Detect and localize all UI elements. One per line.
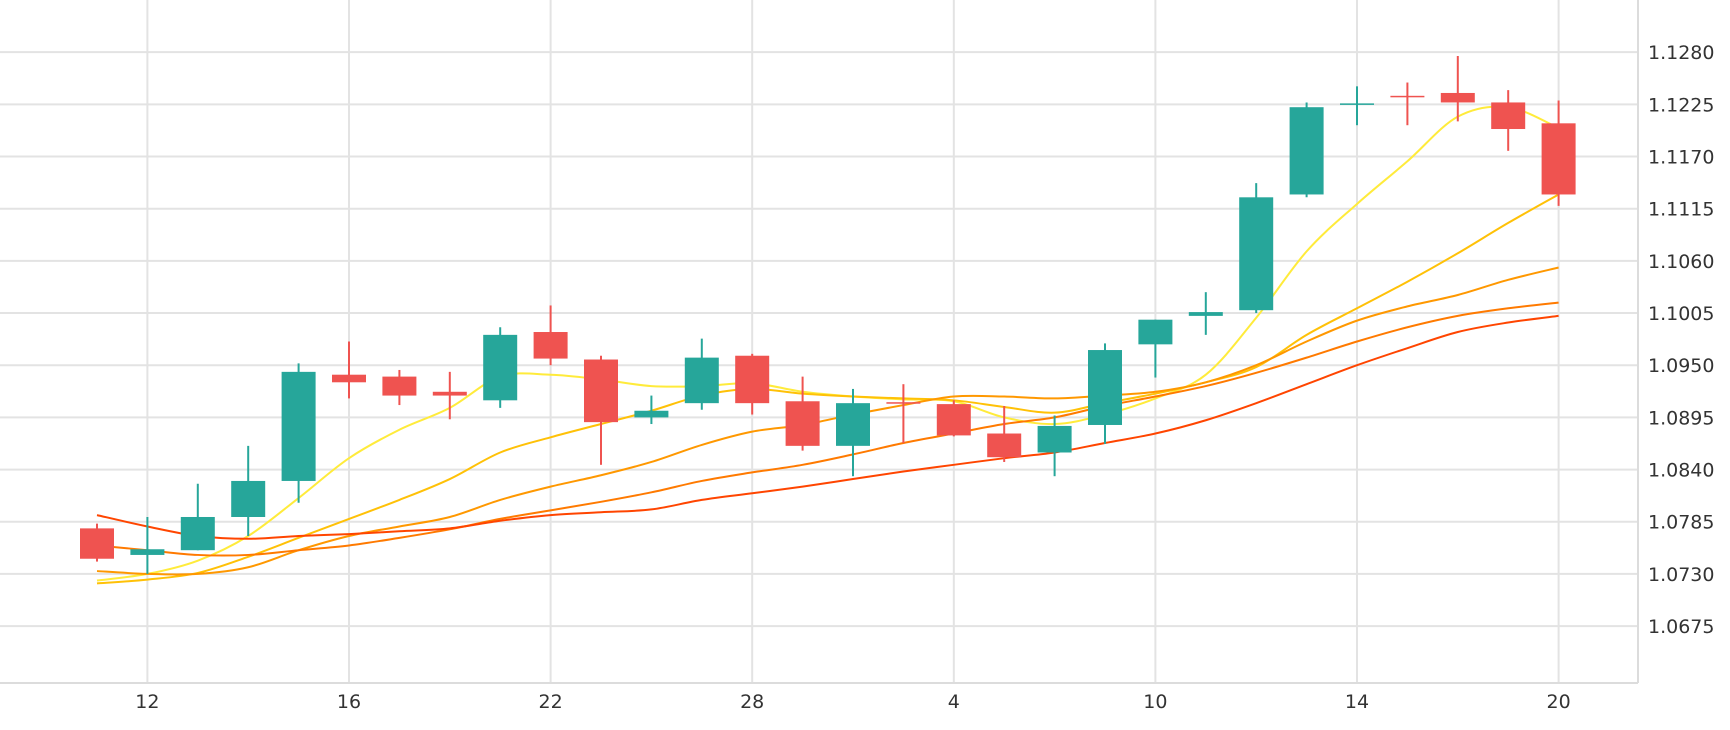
- candle-body: [231, 480, 266, 517]
- price-axis-label: 1.1280: [1648, 42, 1714, 64]
- candle-body: [684, 357, 719, 404]
- price-axis-label: 1.0840: [1648, 460, 1714, 482]
- candle-body: [785, 401, 820, 446]
- candle-down: [1491, 90, 1526, 151]
- candle-down: [1440, 55, 1475, 122]
- moving-average-line-1: [96, 105, 1559, 582]
- candle-body: [130, 549, 165, 555]
- price-axis-label: 1.0950: [1648, 355, 1714, 377]
- candle-body: [1440, 92, 1475, 103]
- candle-up: [1188, 292, 1223, 335]
- candle-body: [1138, 319, 1173, 345]
- candle-body: [1088, 350, 1122, 425]
- candle-down: [886, 384, 921, 444]
- candle-body: [634, 410, 669, 418]
- time-axis-labels: 12 16 22 28 4 10 14 20: [135, 691, 1570, 713]
- candles: [80, 55, 1576, 574]
- candle-body: [1037, 425, 1072, 453]
- candle-body: [281, 371, 316, 481]
- candle-up: [1340, 86, 1374, 126]
- candle-down: [80, 523, 114, 562]
- time-axis-label: 16: [337, 691, 361, 713]
- price-axis-label: 1.1060: [1648, 251, 1714, 273]
- candle-body: [432, 391, 467, 396]
- candle-body: [332, 374, 366, 383]
- candle-up: [281, 363, 316, 503]
- price-axis-label: 1.1225: [1648, 94, 1714, 116]
- candle-up: [1289, 102, 1324, 198]
- candle-down: [533, 305, 568, 366]
- time-axis-label: 10: [1143, 691, 1167, 713]
- price-axis-label: 1.0785: [1648, 512, 1714, 534]
- candle-up: [483, 327, 518, 408]
- time-axis-label: 28: [740, 691, 764, 713]
- price-axis-label: 1.0730: [1648, 564, 1714, 586]
- candle-body: [1390, 95, 1425, 98]
- candle-up: [634, 395, 669, 425]
- candle-body: [936, 404, 971, 436]
- candle-up: [1138, 319, 1173, 378]
- candle-body: [836, 403, 870, 446]
- candle-down: [432, 371, 467, 420]
- time-axis-label: 14: [1345, 691, 1369, 713]
- candle-up: [130, 516, 165, 574]
- moving-average-line-5: [96, 314, 1559, 540]
- candle-up: [1037, 415, 1072, 477]
- candle-down: [332, 341, 366, 399]
- moving-averages: [96, 105, 1560, 585]
- candle-body: [1289, 107, 1324, 195]
- candle-body: [987, 433, 1022, 458]
- candle-down: [1390, 82, 1425, 126]
- grid: [0, 0, 1638, 683]
- candle-down: [785, 376, 820, 451]
- price-axis-label: 1.1170: [1648, 147, 1714, 169]
- candle-down: [584, 355, 618, 465]
- candle-body: [80, 528, 114, 559]
- price-axis-label: 1.1005: [1648, 303, 1714, 325]
- time-axis-label: 4: [948, 691, 960, 713]
- candle-body: [1188, 312, 1223, 316]
- candle-down: [936, 400, 971, 437]
- time-axis-label: 20: [1547, 691, 1571, 713]
- candle-down: [382, 369, 417, 406]
- candle-body: [1541, 123, 1576, 195]
- candle-body: [533, 332, 568, 359]
- candle-down: [735, 353, 770, 415]
- price-axis-label: 1.1115: [1648, 199, 1714, 221]
- candle-up: [1088, 343, 1122, 444]
- candle-down: [987, 406, 1022, 462]
- candle-body: [1340, 103, 1374, 105]
- moving-average-line-2: [96, 193, 1560, 585]
- candle-up: [180, 483, 215, 551]
- candle-body: [886, 402, 921, 404]
- candle-body: [483, 334, 518, 401]
- time-axis-label: 22: [539, 691, 563, 713]
- candle-body: [180, 516, 215, 551]
- candle-body: [1239, 197, 1274, 311]
- time-axis-label: 12: [135, 691, 159, 713]
- candle-body: [735, 355, 770, 404]
- candle-down: [1541, 100, 1576, 206]
- candle-up: [1239, 183, 1274, 314]
- moving-average-line-3: [96, 266, 1559, 576]
- candle-up: [684, 338, 719, 410]
- price-axis-label: 1.0675: [1648, 616, 1714, 638]
- candle-up: [836, 388, 870, 477]
- candle-body: [1491, 102, 1526, 130]
- price-axis-label: 1.0895: [1648, 407, 1714, 429]
- price-axis-labels: 1.1280 1.1225 1.1170 1.1115 1.1060 1.1005 1.09…: [1648, 42, 1714, 638]
- candle-body: [584, 359, 618, 423]
- candle-up: [231, 445, 266, 536]
- candle-body: [382, 376, 417, 396]
- moving-average-line-4: [96, 301, 1559, 557]
